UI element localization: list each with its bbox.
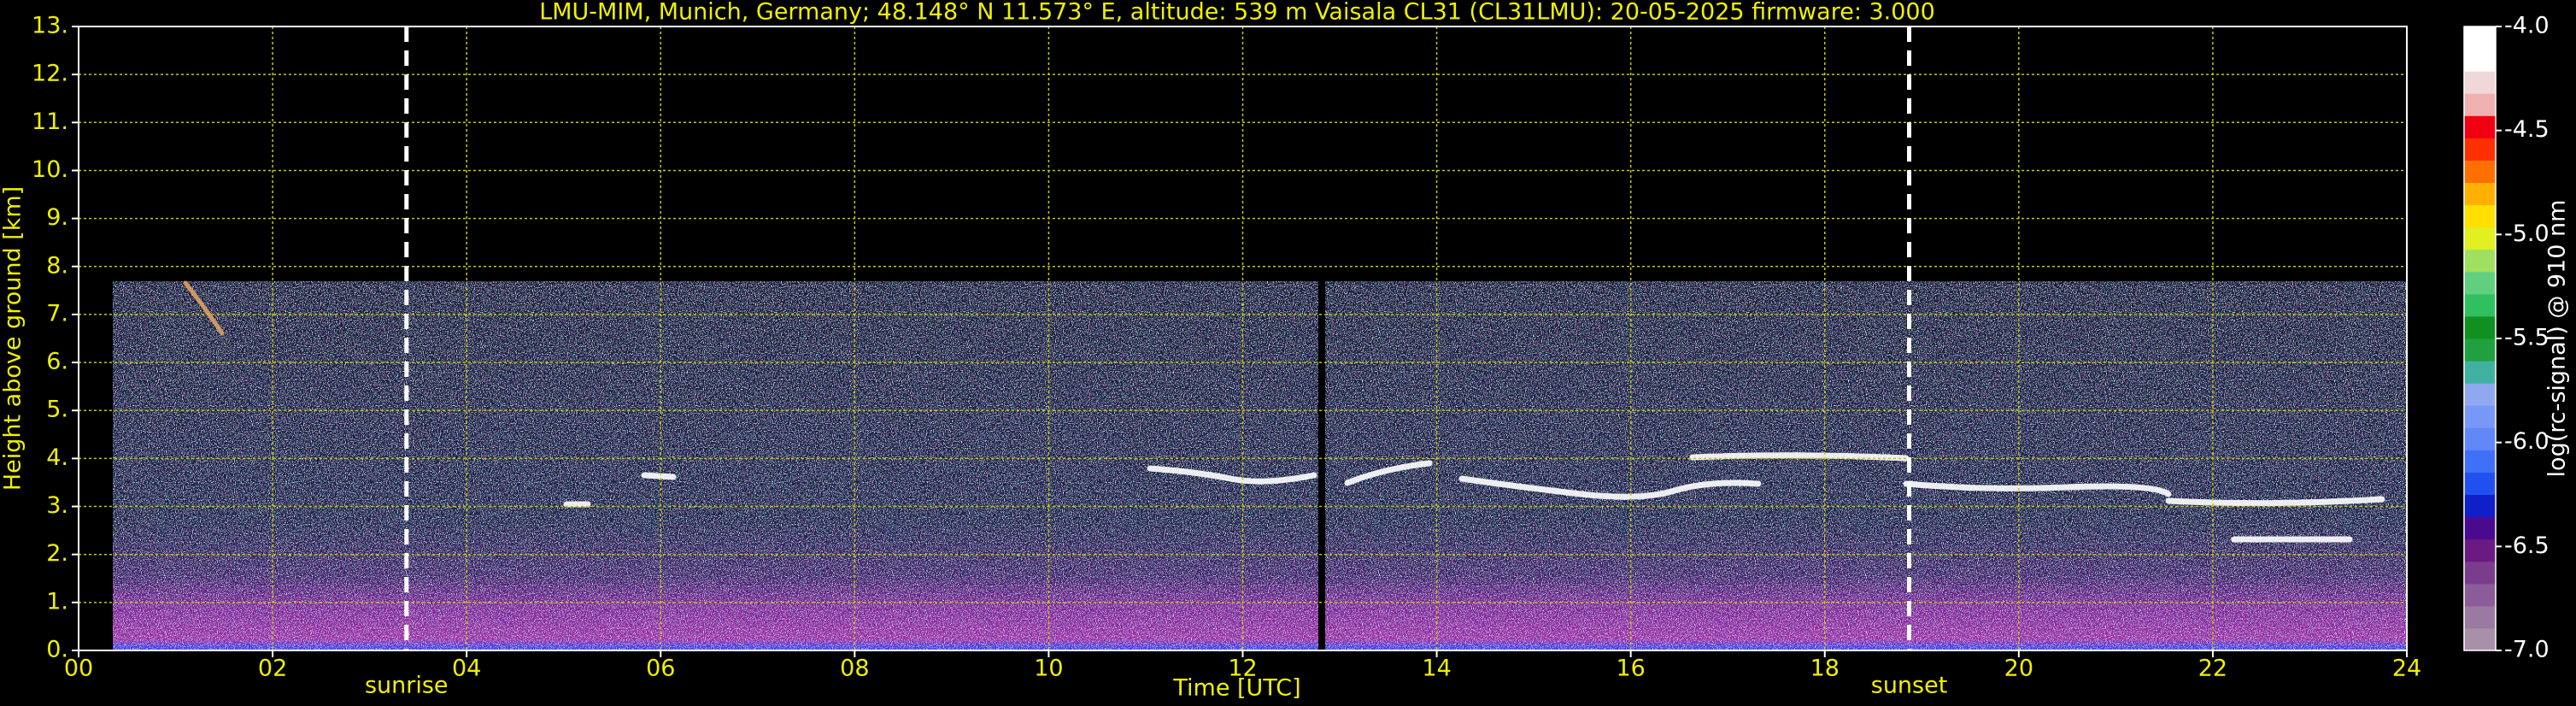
y-tick-label: 9. [46,204,68,231]
x-tick-label: 12 [1228,656,1257,682]
colorbar-swatch [2464,293,2496,317]
annotation-label: sunset [1871,673,1948,699]
colorbar-tick-label: -7.0 [2504,637,2550,663]
colorbar-swatch [2464,405,2496,428]
data-gap [1318,281,1325,650]
colorbar-swatch [2464,160,2496,183]
y-tick-label: 11. [32,109,68,135]
colorbar-swatch [2464,204,2496,228]
y-axis-label: Height above ground [km] [0,186,26,491]
colorbar-swatch [2464,561,2496,585]
colorbar-swatch [2464,338,2496,362]
y-tick-label: 13. [32,13,68,39]
colorbar-swatch [2464,450,2496,473]
x-axis-label: Time [UTC] [1172,675,1300,702]
colorbar-swatch [2464,494,2496,518]
colorbar-swatch [2464,49,2496,72]
colorbar-swatch [2464,516,2496,540]
x-tick-label: 06 [646,656,675,682]
y-tick-label: 4. [46,444,68,471]
y-tick-label: 6. [46,349,68,375]
colorbar-swatch [2464,227,2496,250]
x-tick-label: 10 [1034,656,1063,682]
x-tick-label: 14 [1422,656,1451,682]
colorbar-tick-label: -4.0 [2504,13,2550,39]
colorbar-swatch [2464,271,2496,295]
y-tick-label: 5. [46,397,68,423]
x-tick-label: 18 [1810,656,1840,682]
colorbar-swatch [2464,627,2496,651]
colorbar-swatch [2464,538,2496,562]
y-tick-label: 2. [46,540,68,567]
colorbar-tick-label: -5.5 [2504,325,2550,351]
colorbar-tick-label: -6.5 [2504,532,2550,559]
y-tick-label: 12. [32,61,68,87]
cloud-layers [183,280,2385,543]
annotation-label: sunrise [365,673,449,699]
y-tick-label: 0. [46,637,68,663]
plot-frame [78,26,2408,651]
x-tick-label: 22 [2198,656,2227,682]
colorbar-swatch [2464,115,2496,138]
colorbar-tick-label: -6.0 [2504,428,2550,455]
x-tick-label: 24 [2392,656,2421,682]
colorbar-swatch [2464,472,2496,495]
colorbar-swatch [2464,182,2496,206]
colorbar-swatch [2464,583,2496,607]
y-tick-label: 7. [46,300,68,327]
colorbar-label: log(rc-signal) @ 910 nm [2544,200,2571,478]
y-tick-label: 10. [32,156,68,183]
backscatter-noise [113,281,2407,650]
colorbar-swatch [2464,93,2496,116]
chart-title: LMU-MIM, Munich, Germany; 48.148° N 11.5… [539,0,1935,26]
colorbar-swatch [2464,361,2496,384]
x-tick-label: 02 [258,656,287,682]
y-tick-label: 8. [46,252,68,279]
colorbar-swatch [2464,605,2496,629]
colorbar-swatch [2464,26,2496,50]
x-tick-label: 00 [64,656,93,682]
x-tick-label: 08 [840,656,869,682]
colorbar-swatch [2464,249,2496,273]
x-tick-label: 16 [1616,656,1645,682]
colorbar-swatch [2464,427,2496,450]
colorbar-tick-label: -5.0 [2504,221,2550,247]
colorbar-swatch [2464,138,2496,161]
y-tick-label: 1. [46,588,68,615]
colorbar-tick-label: -4.5 [2504,116,2550,143]
x-tick-label: 20 [2004,656,2033,682]
colorbar-swatch [2464,315,2496,339]
colorbar-swatch [2464,383,2496,406]
colorbar-swatch [2464,71,2496,94]
y-tick-label: 3. [46,492,68,519]
x-tick-label: 04 [452,656,481,682]
